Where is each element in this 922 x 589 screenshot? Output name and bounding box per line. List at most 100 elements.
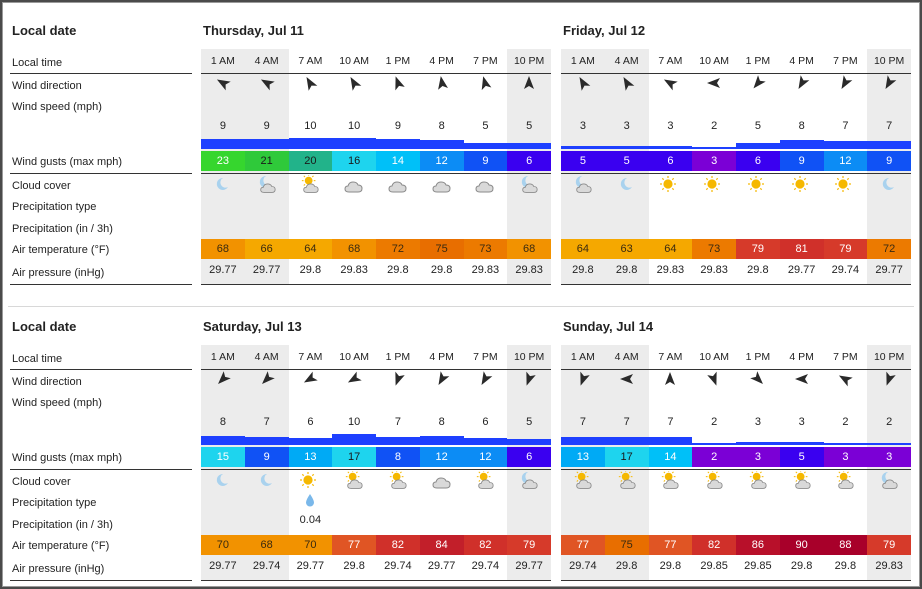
hour-label: 4 AM xyxy=(614,55,639,67)
air-pressure-value: 29.8 xyxy=(343,560,365,572)
wind-speed-bar xyxy=(288,438,333,445)
wind-speed-value: 7 xyxy=(667,416,674,428)
wind-gust-cell: 21 xyxy=(244,151,289,171)
air-pressure-value: 29.83 xyxy=(471,264,500,276)
row-divider xyxy=(10,173,192,174)
hour-label: 1 PM xyxy=(385,351,411,363)
wind-speed-bar xyxy=(244,437,289,445)
wind-gust-cell: 12 xyxy=(419,151,464,171)
hour-label: 7 PM xyxy=(833,55,858,67)
row-divider xyxy=(201,469,551,470)
forecast-block-2: Local date Local time Wind direction Wind s… xyxy=(2,298,920,588)
hour-label: 7 PM xyxy=(833,351,858,363)
air-pressure-value: 29.74 xyxy=(384,560,412,572)
precipitation-type-cell xyxy=(561,197,605,213)
precipitation-type-cell xyxy=(507,493,551,509)
wind-speed-value: 3 xyxy=(623,120,630,132)
row-label-air-pressure: Air pressure (inHg) xyxy=(12,267,105,279)
hour-label: 1 PM xyxy=(385,55,411,67)
air-pressure-value: 29.8 xyxy=(430,264,453,276)
wind-direction-arrow-icon xyxy=(376,371,420,387)
row-divider xyxy=(201,284,551,285)
hour-label: 10 PM xyxy=(873,55,905,67)
air-temperature-cell: 63 xyxy=(604,239,649,259)
row-label-wind-gusts: Wind gusts (max mph) xyxy=(12,156,123,168)
air-pressure-value: 29.8 xyxy=(834,560,857,572)
wind-gust-cell: 8 xyxy=(376,447,420,467)
sun-cloud-icon xyxy=(605,471,649,491)
wind-speed-bar xyxy=(736,442,780,445)
wind-speed-value: 7 xyxy=(842,120,849,132)
row-divider xyxy=(561,469,911,470)
precipitation-type-cell xyxy=(692,197,736,213)
moon-cloud-icon xyxy=(507,471,551,491)
forecast-column: 4 PM 8 12 75 29.8 xyxy=(419,49,464,285)
row-label-precipitation: Precipitation (in / 3h) xyxy=(12,519,113,531)
row-divider xyxy=(561,173,911,174)
precipitation-value: 0.04 xyxy=(299,514,322,526)
hour-label: 7 PM xyxy=(473,351,498,363)
wind-gust-cell: 3 xyxy=(736,447,780,467)
moon-icon xyxy=(201,175,245,195)
forecast-column: 1 AM 7 13 77 29.74 xyxy=(561,345,605,581)
air-pressure-value: 29.8 xyxy=(659,560,682,572)
air-temperature-cell: 64 xyxy=(648,239,693,259)
air-pressure-value: 29.74 xyxy=(569,560,597,572)
wind-gust-cell: 5 xyxy=(779,447,824,467)
sun-icon xyxy=(649,175,693,195)
hour-label: 7 AM xyxy=(658,55,683,67)
air-pressure-value: 29.83 xyxy=(875,560,903,572)
wind-direction-arrow-icon xyxy=(692,371,736,387)
hour-label: 10 PM xyxy=(513,55,545,67)
precipitation-type-cell xyxy=(420,493,464,509)
row-divider xyxy=(201,173,551,174)
moon-cloud-icon xyxy=(867,471,911,491)
hour-label: 7 AM xyxy=(298,351,323,363)
wind-speed-value: 2 xyxy=(886,416,893,428)
air-temperature-cell: 70 xyxy=(201,535,245,555)
air-temperature-cell: 73 xyxy=(463,239,508,259)
wind-speed-value: 10 xyxy=(348,120,361,132)
wind-speed-bar xyxy=(779,140,824,149)
wind-gust-cell: 9 xyxy=(867,151,911,171)
sun-cloud-icon xyxy=(780,471,824,491)
wind-gust-cell: 13 xyxy=(561,447,605,467)
precipitation-type-cell xyxy=(201,197,245,213)
air-temperature-cell: 66 xyxy=(244,239,289,259)
row-label-precip-type: Precipitation type xyxy=(12,497,97,509)
wind-speed-value: 3 xyxy=(798,416,805,428)
air-pressure-value: 29.74 xyxy=(471,560,500,572)
wind-speed-value: 9 xyxy=(219,120,226,132)
wind-direction-arrow-icon xyxy=(376,75,420,91)
row-divider xyxy=(10,73,192,74)
wind-gust-cell: 6 xyxy=(507,151,551,171)
wind-speed-bar xyxy=(604,146,649,149)
air-pressure-value: 29.77 xyxy=(427,560,456,572)
precipitation-type-cell xyxy=(736,493,780,509)
wind-gust-cell: 20 xyxy=(288,151,333,171)
air-temperature-cell: 64 xyxy=(561,239,605,259)
precipitation-type-cell xyxy=(245,493,289,509)
wind-direction-arrow-icon xyxy=(736,371,780,387)
sun-cloud-icon xyxy=(464,471,508,491)
wind-speed-bar xyxy=(463,438,508,445)
sun-cloud-icon xyxy=(736,471,780,491)
wind-direction-arrow-icon xyxy=(332,75,376,91)
hour-label: 1 PM xyxy=(745,351,771,363)
wind-gust-cell: 17 xyxy=(604,447,649,467)
air-pressure-value: 29.77 xyxy=(296,560,325,572)
wind-speed-value: 2 xyxy=(711,120,718,132)
air-pressure-value: 29.83 xyxy=(656,264,685,276)
wind-speed-value: 5 xyxy=(526,120,533,132)
wind-gust-cell: 14 xyxy=(376,151,420,171)
precipitation-type-cell xyxy=(561,493,605,509)
hour-label: 1 AM xyxy=(210,351,235,363)
air-pressure-value: 29.8 xyxy=(615,264,638,276)
wind-gust-cell: 6 xyxy=(736,151,780,171)
day-title: Thursday, Jul 11 xyxy=(203,23,304,38)
day-column-thursday: Thursday, Jul 11 1 AM 9 23 68 29.77 4 AM 9 21 66 2… xyxy=(201,2,551,292)
wind-speed-value: 9 xyxy=(263,120,270,132)
hour-label: 4 AM xyxy=(254,55,279,67)
wind-gust-cell: 13 xyxy=(288,447,333,467)
row-label-local-date: Local date xyxy=(12,319,77,334)
